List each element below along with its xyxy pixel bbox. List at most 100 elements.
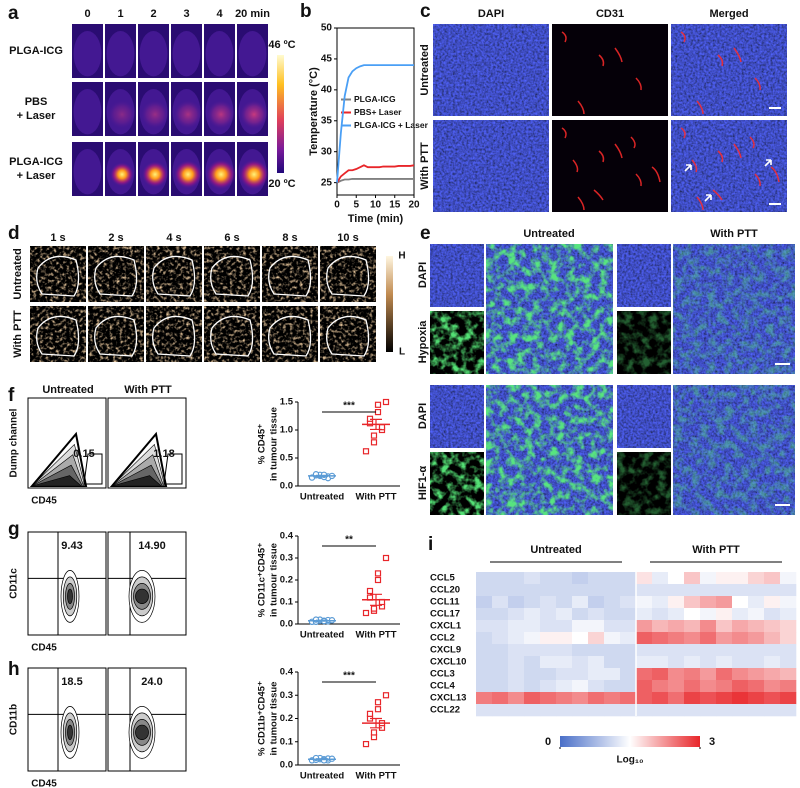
heatmap-cell (636, 644, 653, 657)
y-tick-label: 0.3 (280, 553, 293, 564)
time-label: 4 (216, 8, 223, 20)
time-label: 4 s (166, 232, 181, 244)
heatmap-cell (732, 584, 749, 597)
time-label: 8 s (282, 232, 297, 244)
heatmap-cell (540, 608, 557, 621)
echo-texture (320, 306, 376, 362)
panel-label: b (300, 1, 312, 22)
data-point (382, 554, 390, 562)
row-label: + Laser (17, 170, 57, 182)
x-tick-label: With PTT (355, 492, 396, 503)
heatmap-cell (732, 680, 749, 693)
vessel (712, 189, 723, 201)
row-label: Untreated (12, 248, 24, 299)
heatmap-cell (572, 620, 589, 633)
heatmap-cell (780, 608, 797, 621)
heatmap-cell (588, 572, 605, 585)
heatmap-cell (684, 668, 701, 681)
data-point (382, 692, 390, 699)
heatmap-cell (716, 668, 733, 681)
heatmap-cell (524, 680, 541, 693)
x-axis-label: CD45 (31, 496, 57, 507)
tumour-outline (94, 255, 138, 297)
heatmap-cell (684, 572, 701, 585)
heatmap-cell (524, 608, 541, 621)
heatmap-cell (508, 584, 525, 597)
row-label: + Laser (17, 110, 57, 122)
heatmap-cell (700, 668, 717, 681)
heatmap-cell (764, 608, 781, 621)
heatmap-cell (588, 656, 605, 669)
panel-label: a (8, 3, 19, 24)
heatmap-cell (572, 596, 589, 609)
heatmap-cell (556, 692, 573, 705)
row-label: With PTT (419, 142, 431, 190)
heatmap-cell (668, 704, 685, 717)
heatmap-cell (636, 692, 653, 705)
colorbar-label: 46 ºC (268, 39, 295, 51)
heatmap-cell (492, 620, 509, 633)
echo-texture (262, 246, 318, 302)
heatmap-cell (572, 632, 589, 645)
error-bar (316, 758, 328, 761)
heatmap-cell (700, 596, 717, 609)
significance: *** (343, 671, 355, 682)
heatmap-cell (780, 572, 797, 585)
vessel (696, 196, 704, 211)
y-axis-label: % CD45⁺ (257, 424, 268, 464)
y-tick-label: 25 (321, 177, 333, 188)
heatmap-cell (716, 632, 733, 645)
heatmap-cell (636, 680, 653, 693)
colorbar (560, 736, 700, 747)
heatmap-cell (652, 608, 669, 621)
heatmap-cell (748, 704, 765, 717)
y-tick-label: 0.1 (280, 597, 294, 608)
data-point (370, 729, 378, 736)
vessel (717, 150, 724, 163)
heatmap-cell (540, 596, 557, 609)
heatmap-cell (732, 644, 749, 657)
heatmap-cell (700, 704, 717, 717)
micrograph (433, 24, 549, 116)
time-label: 0 (84, 8, 90, 20)
micrograph (430, 385, 484, 448)
green-stain (430, 452, 484, 515)
gate-value: 9.43 (61, 540, 82, 552)
heatmap-cell (508, 608, 525, 621)
contour (67, 724, 73, 740)
column-label: Untreated (42, 384, 93, 396)
contour (135, 724, 149, 740)
echo-texture (320, 246, 376, 302)
heatmap-cell (476, 572, 493, 585)
heatmap-cell (476, 608, 493, 621)
heatmap-cell (732, 656, 749, 669)
heatmap-cell (748, 632, 765, 645)
x-tick-label: 10 (370, 200, 382, 211)
heatmap-cell (780, 620, 797, 633)
row-label: With PTT (12, 310, 24, 358)
vessel (598, 54, 605, 67)
vessel (630, 136, 636, 149)
heatmap-cell (732, 692, 749, 705)
heatmap-cell (572, 572, 589, 585)
heatmap-cell (588, 596, 605, 609)
echo-texture (30, 246, 86, 302)
colorbar-label: H (398, 251, 405, 262)
heatmap-cell (668, 608, 685, 621)
vessel (680, 31, 686, 43)
heatmap-cell (700, 632, 717, 645)
thermal-colorbar (277, 55, 284, 173)
significance: ** (345, 535, 353, 546)
y-axis-label: % CD11c⁺CD45⁺ (257, 543, 268, 617)
heatmap-cell (748, 620, 765, 633)
panel-label: e (420, 223, 431, 244)
heatmap-cell (700, 620, 717, 633)
panel-label: c (420, 1, 431, 22)
group-label: With PTT (692, 544, 740, 556)
y-axis-label: Temperature (°C) (308, 67, 320, 156)
heatmap-cell (524, 620, 541, 633)
green-stain (673, 244, 795, 374)
data-point (366, 587, 374, 595)
panel-label: i (428, 534, 433, 555)
